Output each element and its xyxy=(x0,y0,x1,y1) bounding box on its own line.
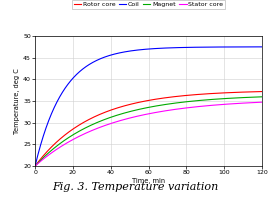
Line: Magnet: Magnet xyxy=(35,97,262,166)
Rotor core xyxy=(156,98,160,100)
Legend: Rotor core, Coil, Magnet, Stator core: Rotor core, Coil, Magnet, Stator core xyxy=(72,0,225,9)
Line: Stator core: Stator core xyxy=(35,102,262,166)
Coil xyxy=(141,48,144,51)
Stator core xyxy=(260,101,264,103)
Stator core xyxy=(143,114,146,116)
Coil xyxy=(156,47,160,50)
Line: Coil: Coil xyxy=(35,47,262,166)
Magnet xyxy=(255,96,258,98)
Rotor core xyxy=(33,165,37,167)
Stator core xyxy=(219,103,222,106)
Stator core xyxy=(255,101,258,104)
Rotor core xyxy=(219,92,222,94)
Rotor core xyxy=(141,100,144,103)
Magnet xyxy=(219,98,222,100)
Coil xyxy=(255,46,258,48)
Magnet xyxy=(156,104,160,107)
Magnet xyxy=(143,107,146,109)
Rotor core xyxy=(255,90,258,93)
Stator core xyxy=(168,109,172,111)
Text: Fig. 3. Temperature variation: Fig. 3. Temperature variation xyxy=(52,182,218,192)
X-axis label: Time, min: Time, min xyxy=(132,178,165,184)
Rotor core xyxy=(168,96,172,98)
Coil xyxy=(143,48,146,51)
Magnet xyxy=(141,107,144,110)
Line: Rotor core: Rotor core xyxy=(35,92,262,166)
Magnet xyxy=(260,96,264,98)
Y-axis label: Temperature, deg C: Temperature, deg C xyxy=(14,68,20,134)
Rotor core xyxy=(143,100,146,102)
Magnet xyxy=(33,165,37,167)
Stator core xyxy=(141,114,144,116)
Coil xyxy=(260,46,264,48)
Rotor core xyxy=(260,90,264,93)
Coil xyxy=(168,47,172,49)
Coil xyxy=(33,165,37,167)
Stator core xyxy=(33,165,37,167)
Stator core xyxy=(156,111,160,113)
Coil xyxy=(219,46,222,48)
Magnet xyxy=(168,103,172,105)
